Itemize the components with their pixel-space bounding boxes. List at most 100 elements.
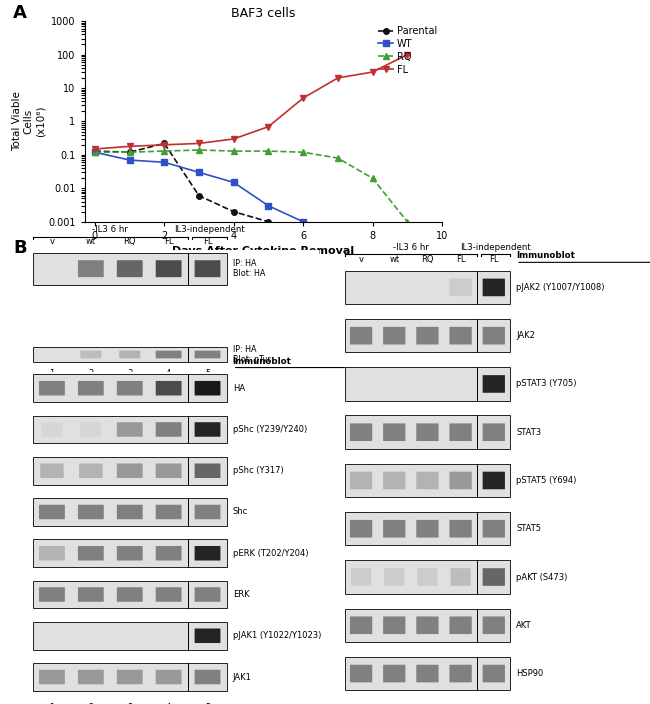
Text: A: A [13, 4, 27, 22]
FancyBboxPatch shape [156, 260, 181, 277]
FL [195, 139, 203, 148]
Y-axis label: Total Viable
Cells
(x10⁶): Total Viable Cells (x10⁶) [12, 92, 46, 151]
FancyBboxPatch shape [39, 505, 65, 520]
Text: AKT: AKT [516, 621, 532, 630]
FancyBboxPatch shape [194, 587, 220, 602]
FancyBboxPatch shape [344, 271, 510, 304]
Text: 2: 2 [88, 703, 94, 704]
FL [265, 122, 272, 131]
FancyBboxPatch shape [42, 422, 62, 436]
FancyBboxPatch shape [450, 568, 471, 586]
FancyBboxPatch shape [39, 587, 65, 602]
Text: JAK1: JAK1 [233, 672, 252, 681]
Line: Parental: Parental [92, 141, 271, 225]
RQ [369, 174, 376, 182]
FancyBboxPatch shape [194, 351, 220, 358]
Text: wt: wt [389, 255, 399, 264]
RQ [125, 148, 133, 156]
Text: v: v [49, 237, 55, 246]
FancyBboxPatch shape [117, 422, 142, 436]
FancyBboxPatch shape [350, 617, 372, 634]
FL [125, 142, 133, 151]
FancyBboxPatch shape [416, 423, 439, 441]
FancyBboxPatch shape [39, 381, 65, 396]
FancyBboxPatch shape [78, 381, 104, 396]
FancyBboxPatch shape [194, 670, 220, 684]
Text: FL: FL [456, 255, 465, 264]
Text: STAT5: STAT5 [516, 524, 541, 533]
Text: FL: FL [164, 237, 174, 246]
FancyBboxPatch shape [416, 520, 439, 538]
Text: RQ: RQ [124, 237, 136, 246]
FancyBboxPatch shape [40, 463, 64, 478]
FL [299, 94, 307, 102]
Text: STAT3: STAT3 [516, 428, 541, 436]
FancyBboxPatch shape [416, 665, 439, 682]
Text: Immunoblot: Immunoblot [516, 251, 575, 260]
FancyBboxPatch shape [449, 279, 472, 296]
FancyBboxPatch shape [416, 617, 439, 634]
FancyBboxPatch shape [81, 351, 101, 358]
Parental [230, 208, 238, 216]
RQ [161, 147, 168, 156]
FancyBboxPatch shape [483, 568, 505, 586]
WT [230, 178, 238, 187]
Line: RQ: RQ [92, 147, 410, 225]
FancyBboxPatch shape [483, 617, 505, 634]
FancyBboxPatch shape [344, 512, 510, 546]
Text: -IL3 6 hr: -IL3 6 hr [393, 243, 429, 252]
FancyBboxPatch shape [39, 670, 65, 684]
FancyBboxPatch shape [344, 367, 510, 401]
FancyBboxPatch shape [156, 351, 181, 358]
FancyBboxPatch shape [156, 546, 181, 560]
Text: IL3-independent: IL3-independent [460, 243, 531, 252]
FancyBboxPatch shape [194, 546, 220, 560]
FancyBboxPatch shape [156, 381, 181, 396]
Text: HA: HA [233, 384, 245, 393]
FancyBboxPatch shape [117, 463, 142, 478]
FancyBboxPatch shape [78, 587, 104, 602]
FancyBboxPatch shape [117, 260, 142, 277]
Text: 1: 1 [49, 370, 55, 378]
WT [265, 201, 272, 210]
FancyBboxPatch shape [32, 539, 227, 567]
WT [125, 156, 133, 164]
FL [230, 134, 238, 143]
FancyBboxPatch shape [117, 546, 142, 560]
Text: v: v [359, 255, 363, 264]
RQ [195, 146, 203, 154]
FancyBboxPatch shape [117, 670, 142, 684]
RQ [404, 218, 411, 226]
FancyBboxPatch shape [117, 505, 142, 520]
FancyBboxPatch shape [383, 423, 406, 441]
Text: wt: wt [86, 237, 96, 246]
Text: pSTAT3 (Y705): pSTAT3 (Y705) [516, 379, 577, 389]
Text: Shc: Shc [233, 508, 248, 517]
FancyBboxPatch shape [350, 520, 372, 538]
Parental [195, 191, 203, 200]
Text: -IL3 6 hr: -IL3 6 hr [92, 225, 128, 234]
Line: FL: FL [92, 52, 410, 152]
FancyBboxPatch shape [156, 587, 181, 602]
FancyBboxPatch shape [194, 381, 220, 396]
FancyBboxPatch shape [156, 505, 181, 520]
Text: pERK (T202/Y204): pERK (T202/Y204) [233, 548, 308, 558]
FancyBboxPatch shape [344, 319, 510, 353]
FancyBboxPatch shape [483, 327, 505, 344]
FancyBboxPatch shape [383, 520, 406, 538]
Text: pShc (Y239/Y240): pShc (Y239/Y240) [233, 425, 307, 434]
FancyBboxPatch shape [416, 472, 439, 489]
FancyBboxPatch shape [32, 498, 227, 526]
FancyBboxPatch shape [156, 463, 181, 478]
Text: pJAK2 (Y1007/Y1008): pJAK2 (Y1007/Y1008) [516, 283, 604, 292]
FancyBboxPatch shape [483, 279, 505, 296]
Text: FL: FL [489, 255, 499, 264]
Text: Immunoblot: Immunoblot [233, 357, 292, 366]
Text: IP: HA
Blot: pTyr: IP: HA Blot: pTyr [233, 345, 270, 364]
FancyBboxPatch shape [117, 381, 142, 396]
FancyBboxPatch shape [416, 327, 439, 344]
Text: ERK: ERK [233, 590, 250, 599]
FL [161, 141, 168, 149]
Text: FL: FL [203, 237, 213, 246]
Title: BAF3 cells: BAF3 cells [231, 7, 296, 20]
